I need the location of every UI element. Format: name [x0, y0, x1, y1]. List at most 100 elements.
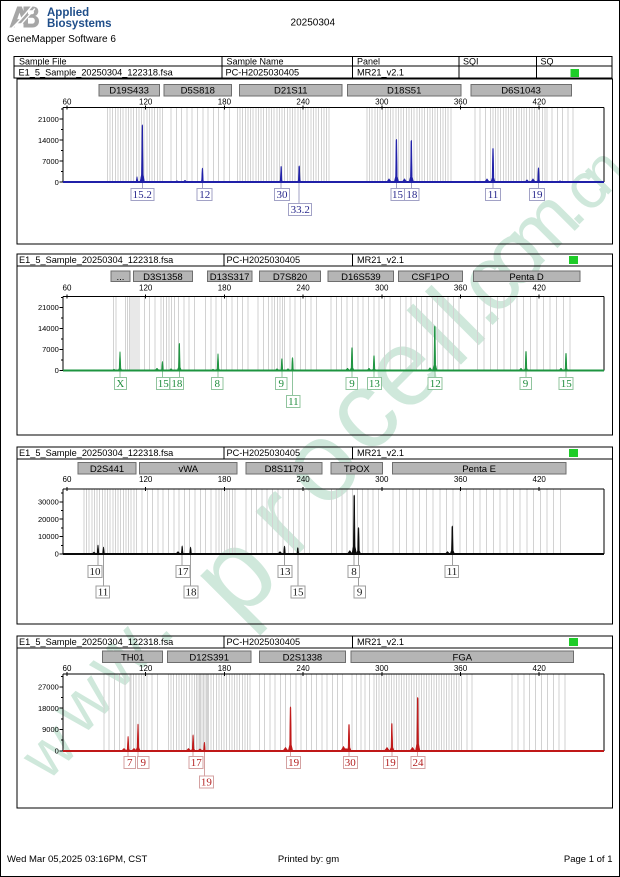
svg-text:D3S1358: D3S1358	[143, 272, 183, 283]
svg-text:X: X	[116, 378, 124, 390]
svg-text:Sample File: Sample File	[19, 56, 67, 66]
svg-text:12: 12	[199, 189, 210, 201]
svg-text:Page 1 of 1: Page 1 of 1	[564, 854, 613, 865]
svg-text:33.2: 33.2	[291, 204, 310, 216]
svg-text:120: 120	[139, 475, 153, 484]
svg-text:11: 11	[488, 189, 499, 201]
svg-text:SQ: SQ	[541, 56, 554, 66]
svg-text:240: 240	[296, 475, 310, 484]
svg-text:D6S1043: D6S1043	[501, 86, 541, 97]
svg-text:420: 420	[533, 475, 547, 484]
svg-text:20250304: 20250304	[291, 18, 336, 29]
svg-text:9: 9	[349, 378, 355, 390]
svg-text:...: ...	[117, 272, 125, 283]
svg-text:PC-H2025030405: PC-H2025030405	[227, 255, 301, 265]
svg-text:11: 11	[288, 396, 299, 408]
svg-text:180: 180	[218, 283, 232, 292]
svg-text:Biosystems: Biosystems	[47, 18, 112, 30]
svg-text:TPOX: TPOX	[344, 464, 371, 475]
svg-text:17: 17	[191, 757, 203, 769]
svg-text:7000: 7000	[42, 345, 59, 354]
svg-text:360: 360	[454, 475, 468, 484]
svg-text:19: 19	[201, 777, 213, 789]
svg-text:E1_5_Sample_20250304_122318.fs: E1_5_Sample_20250304_122318.fsa	[19, 637, 174, 647]
svg-text:GeneMapper Software 6: GeneMapper Software 6	[7, 34, 116, 45]
svg-text:10: 10	[90, 566, 102, 578]
svg-text:420: 420	[533, 97, 547, 106]
svg-text:60: 60	[63, 664, 72, 673]
svg-text:D13S317: D13S317	[210, 272, 250, 283]
svg-text:D2S441: D2S441	[90, 464, 124, 475]
svg-text:11: 11	[98, 587, 109, 599]
svg-text:120: 120	[139, 97, 153, 106]
svg-text:D12S391: D12S391	[189, 652, 229, 663]
svg-text:D16S539: D16S539	[341, 272, 381, 283]
svg-text:30000: 30000	[38, 497, 59, 506]
svg-text:Printed by: gm: Printed by: gm	[278, 854, 339, 865]
svg-text:Wed Mar 05,2025 03:16PM, CST: Wed Mar 05,2025 03:16PM, CST	[7, 854, 147, 865]
svg-text:60: 60	[63, 475, 72, 484]
svg-text:MR21_v2.1: MR21_v2.1	[357, 448, 404, 458]
svg-text:30: 30	[345, 757, 357, 769]
svg-text:21000: 21000	[38, 303, 59, 312]
svg-text:0: 0	[55, 746, 59, 755]
svg-text:9000: 9000	[42, 725, 59, 734]
svg-text:PC-H2025030405: PC-H2025030405	[226, 68, 300, 78]
svg-text:9: 9	[357, 587, 363, 599]
svg-text:60: 60	[63, 97, 72, 106]
svg-text:240: 240	[296, 283, 310, 292]
svg-text:D8S1179: D8S1179	[265, 464, 304, 475]
svg-text:7000: 7000	[42, 157, 59, 166]
svg-text:0: 0	[55, 550, 59, 559]
svg-text:0: 0	[55, 366, 59, 375]
svg-text:PC-H2025030405: PC-H2025030405	[227, 448, 301, 458]
svg-text:D7S820: D7S820	[273, 272, 307, 283]
svg-text:7: 7	[127, 757, 133, 769]
svg-text:E1_5_Sample_20250304_122318.fs: E1_5_Sample_20250304_122318.fsa	[19, 68, 174, 78]
svg-text:360: 360	[454, 97, 468, 106]
svg-text:D5S818: D5S818	[181, 86, 215, 97]
svg-text:19: 19	[385, 757, 397, 769]
svg-text:Penta D: Penta D	[509, 272, 543, 283]
svg-text:9: 9	[140, 757, 146, 769]
svg-text:Sample Name: Sample Name	[227, 56, 284, 66]
svg-text:18: 18	[186, 587, 198, 599]
svg-text:18000: 18000	[38, 704, 59, 713]
svg-text:13: 13	[280, 566, 292, 578]
svg-text:360: 360	[454, 283, 468, 292]
svg-text:240: 240	[296, 664, 310, 673]
svg-text:vWA: vWA	[178, 464, 198, 475]
svg-text:12: 12	[430, 378, 441, 390]
svg-text:Penta E: Penta E	[462, 464, 496, 475]
svg-text:MR21_v2.1: MR21_v2.1	[357, 255, 404, 265]
svg-text:D21S11: D21S11	[274, 86, 308, 97]
svg-text:D18S51: D18S51	[387, 86, 421, 97]
svg-text:10000: 10000	[38, 532, 59, 541]
svg-text:15: 15	[158, 378, 170, 390]
svg-text:60: 60	[63, 283, 72, 292]
svg-text:420: 420	[533, 283, 547, 292]
svg-text:9: 9	[278, 378, 284, 390]
svg-text:CSF1PO: CSF1PO	[411, 272, 449, 283]
svg-text:27000: 27000	[38, 683, 59, 692]
svg-text:300: 300	[375, 97, 389, 106]
svg-text:300: 300	[375, 475, 389, 484]
svg-text:300: 300	[375, 283, 389, 292]
svg-text:180: 180	[218, 97, 232, 106]
svg-text:13: 13	[369, 378, 381, 390]
svg-text:300: 300	[375, 664, 389, 673]
svg-text:120: 120	[139, 283, 153, 292]
svg-text:180: 180	[218, 475, 232, 484]
svg-text:FGA: FGA	[453, 652, 473, 663]
svg-text:15: 15	[561, 378, 573, 390]
svg-text:MR21_v2.1: MR21_v2.1	[357, 637, 404, 647]
svg-text:18: 18	[406, 189, 418, 201]
svg-text:20000: 20000	[38, 515, 59, 524]
svg-text:E1_5_Sample_20250304_122318.fs: E1_5_Sample_20250304_122318.fsa	[19, 255, 174, 265]
svg-text:24: 24	[413, 757, 425, 769]
svg-text:21000: 21000	[38, 115, 59, 124]
svg-text:D19S433: D19S433	[109, 86, 149, 97]
svg-text:11: 11	[447, 566, 458, 578]
svg-text:30: 30	[277, 189, 289, 201]
svg-text:420: 420	[533, 664, 547, 673]
